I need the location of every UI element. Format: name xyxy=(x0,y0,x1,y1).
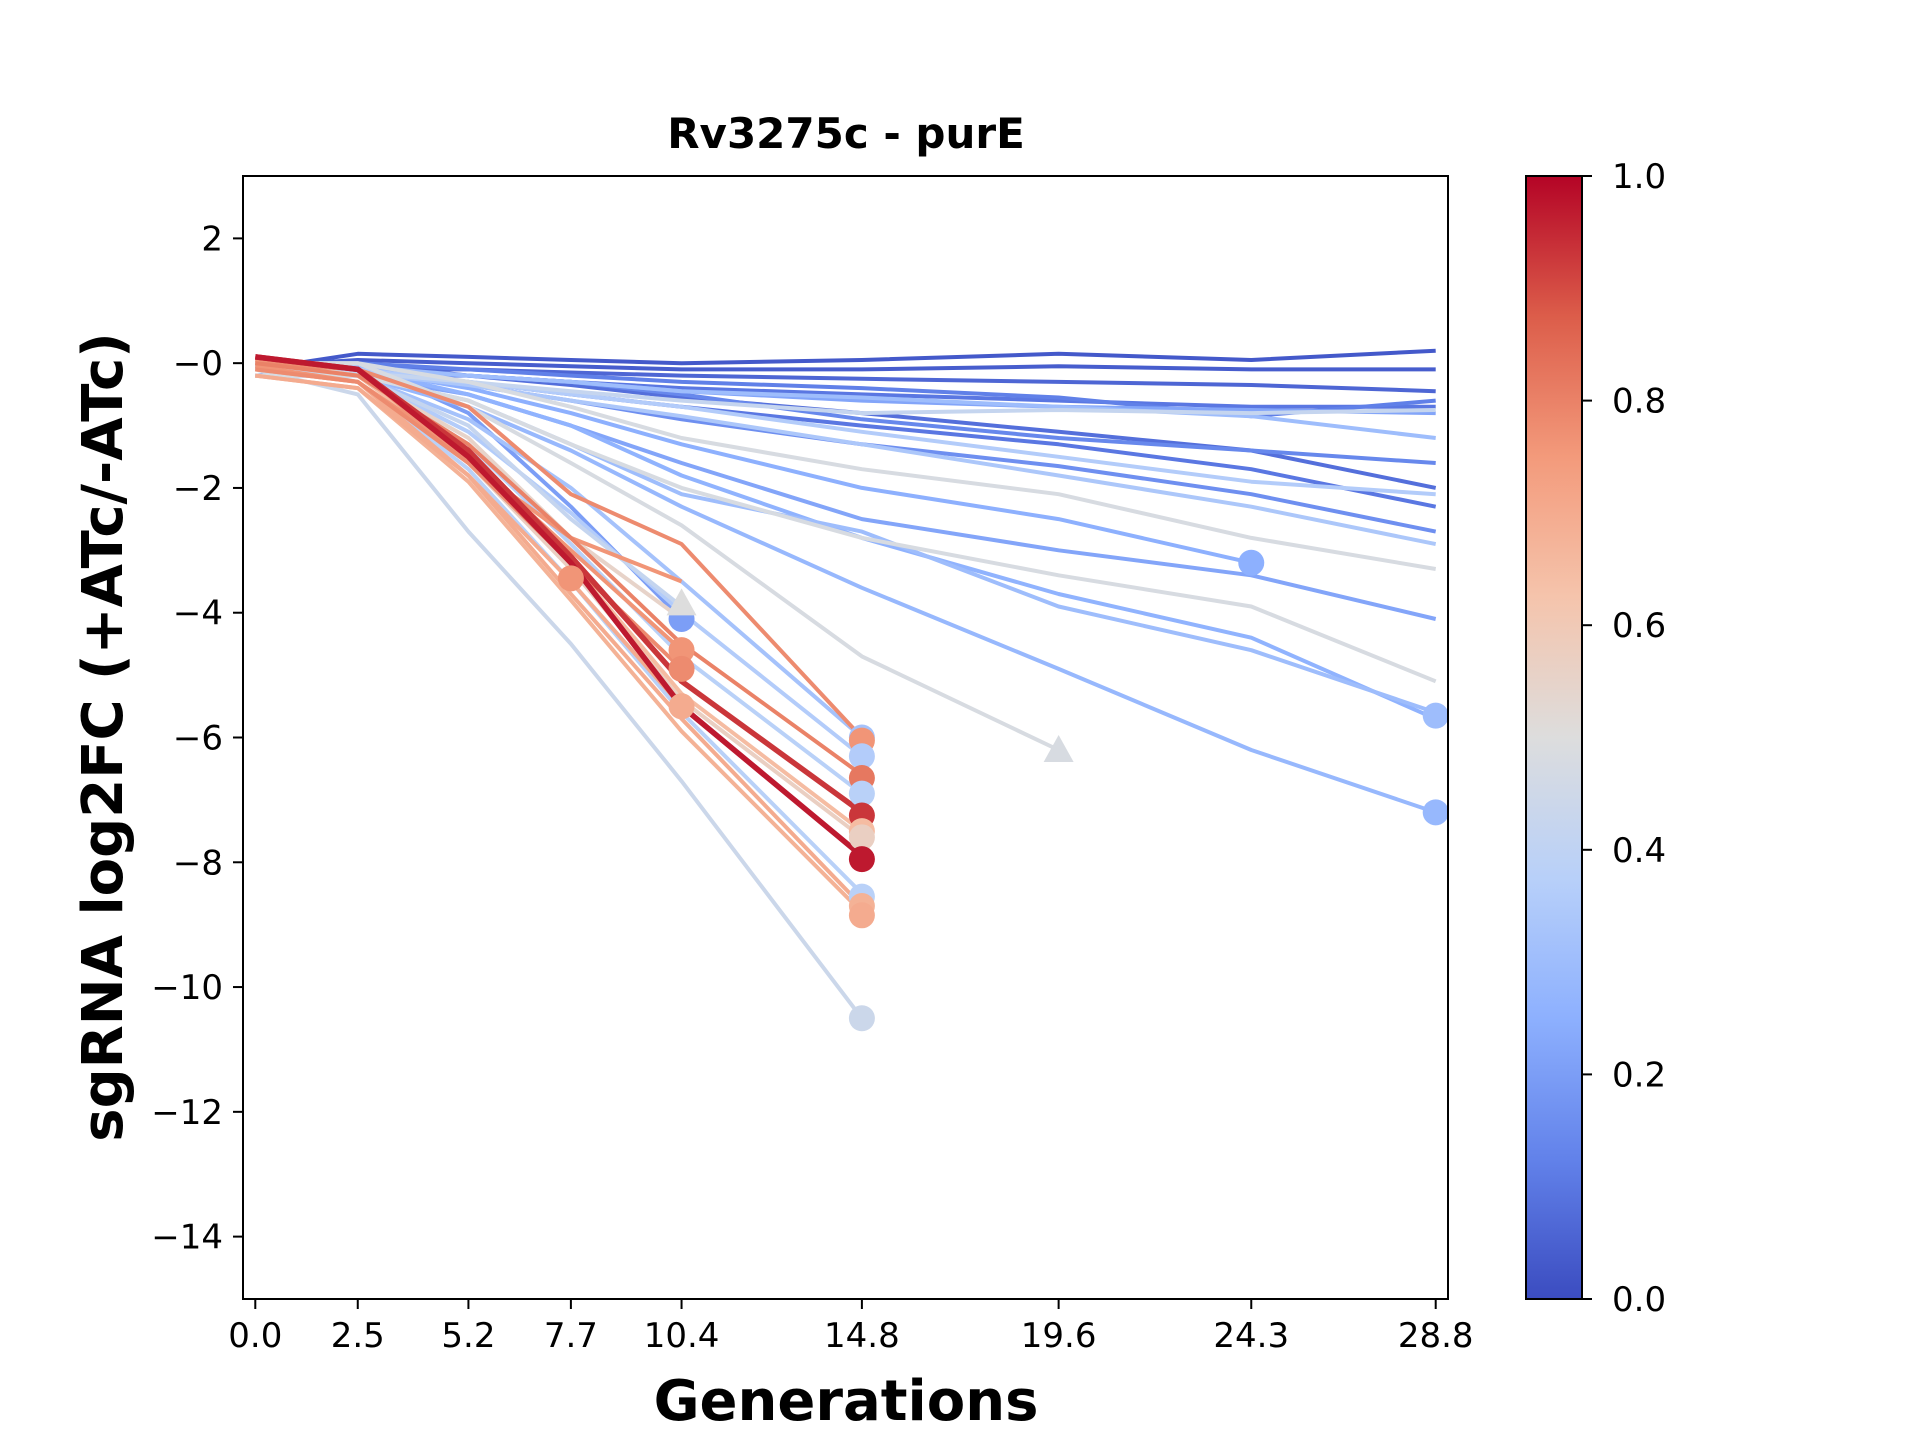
y-tick-label: −2 xyxy=(173,469,223,509)
endpoint-marker-1 xyxy=(1238,549,1265,576)
series-line-33 xyxy=(255,361,864,777)
y-tick-label: −12 xyxy=(151,1093,223,1133)
y-tick-label: −10 xyxy=(151,968,223,1008)
colorbar-tick-label: 0.2 xyxy=(1612,1055,1666,1095)
colorbar-frame xyxy=(1525,175,1583,1300)
chart-title: Rv3275c - purE xyxy=(667,109,1025,158)
y-tick-label: −4 xyxy=(173,594,223,634)
series-line-6 xyxy=(255,361,1437,490)
series-line-2 xyxy=(255,358,1436,372)
x-tick-label: 28.8 xyxy=(1398,1316,1474,1356)
endpoint-marker-13 xyxy=(848,743,875,770)
y-tick-label: 2 xyxy=(201,219,223,259)
x-tick-label: 14.8 xyxy=(824,1316,900,1356)
y-tick-label: −6 xyxy=(173,719,223,759)
colorbar-ticks: 0.0 0.2 0.4 0.6 0.8 1.0 xyxy=(1582,157,1666,1320)
y-tick-label: −0 xyxy=(173,344,223,384)
series-line-42 xyxy=(254,367,864,1020)
x-axis-label: Generations xyxy=(654,1369,1039,1434)
y-axis: 2 −0 −2 −4 −6 −8 −10 −12 −14 xyxy=(151,219,243,1258)
endpoint-marker-5 xyxy=(557,565,584,592)
endpoint-marker-22 xyxy=(848,902,875,929)
endpoint-marker-19 xyxy=(848,846,875,873)
endpoint-marker-4 xyxy=(1043,734,1074,762)
x-tick-label: 5.2 xyxy=(441,1316,495,1356)
series-line-1 xyxy=(254,348,1436,372)
colorbar-tick-label: 0.6 xyxy=(1612,606,1666,646)
series-line-12 xyxy=(255,367,1436,497)
endpoint-marker-18 xyxy=(848,824,875,851)
endpoint-marker-8 xyxy=(668,637,695,664)
series-line-38 xyxy=(254,354,864,859)
x-tick-label: 10.4 xyxy=(644,1316,720,1356)
x-tick-label: 0.0 xyxy=(228,1316,282,1356)
endpoint-marker-7 xyxy=(666,588,697,616)
colorbar-gradient xyxy=(1526,176,1582,1299)
x-axis: 0.0 2.5 5.2 7.7 10.4 14.8 19.6 24.3 28.8 xyxy=(228,1299,1474,1356)
y-axis-label: sgRNA log2FC (+ATc/-ATc) xyxy=(71,332,136,1142)
colorbar: 0.0 0.2 0.4 0.6 0.8 1.0 xyxy=(1525,157,1666,1320)
endpoint-marker-2 xyxy=(1422,702,1449,729)
endpoint-marker-15 xyxy=(848,780,875,807)
series-line-15 xyxy=(255,361,1437,571)
endpoint-marker-10 xyxy=(668,693,695,720)
endpoint-marker-9 xyxy=(668,655,695,682)
y-tick-label: −14 xyxy=(151,1218,223,1258)
colorbar-tick-label: 0.0 xyxy=(1612,1280,1666,1320)
colorbar-tick-label: 0.4 xyxy=(1612,831,1666,871)
series-line-22 xyxy=(255,361,1060,752)
x-tick-label: 19.6 xyxy=(1021,1316,1097,1356)
endpoint-marker-3 xyxy=(1422,799,1449,826)
series-line-21 xyxy=(255,373,1437,815)
plot-area xyxy=(254,348,1449,1032)
x-tick-label: 7.7 xyxy=(544,1316,598,1356)
y-tick-label: −8 xyxy=(173,843,223,883)
x-tick-label: 24.3 xyxy=(1213,1316,1289,1356)
endpoint-marker-23 xyxy=(848,1005,875,1032)
colorbar-tick-label: 0.8 xyxy=(1612,382,1666,422)
colorbar-tick-label: 1.0 xyxy=(1612,157,1666,197)
x-tick-label: 2.5 xyxy=(331,1316,385,1356)
